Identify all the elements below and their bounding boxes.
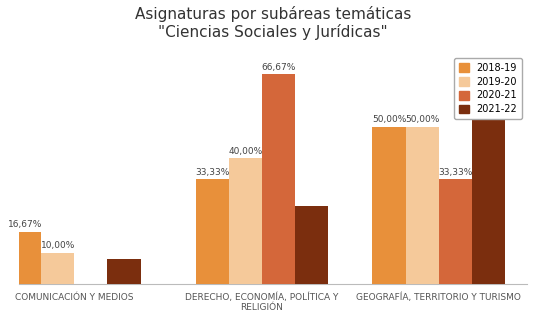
Bar [196, 179, 229, 284]
Text: 50,00%: 50,00% [372, 115, 406, 124]
Bar [107, 259, 140, 284]
Bar [8, 232, 41, 284]
Bar [472, 101, 505, 284]
Text: 33,33%: 33,33% [438, 168, 473, 177]
Text: 10,00%: 10,00% [41, 241, 75, 250]
Bar [262, 74, 295, 284]
Text: 33,33%: 33,33% [195, 168, 230, 177]
Bar [295, 205, 328, 284]
Bar [41, 253, 74, 284]
Bar [372, 127, 405, 284]
Title: Asignaturas por subáreas temáticas
"Ciencias Sociales y Jurídicas": Asignaturas por subáreas temáticas "Cien… [135, 5, 411, 40]
Bar [405, 127, 438, 284]
Bar [438, 179, 472, 284]
Text: 16,67%: 16,67% [8, 220, 42, 229]
Legend: 2018-19, 2019-20, 2020-21, 2021-22: 2018-19, 2019-20, 2020-21, 2021-22 [454, 58, 522, 119]
Text: 40,00%: 40,00% [228, 147, 263, 156]
Bar [229, 158, 262, 284]
Text: 50,00%: 50,00% [405, 115, 440, 124]
Text: 66,67%: 66,67% [261, 63, 296, 72]
